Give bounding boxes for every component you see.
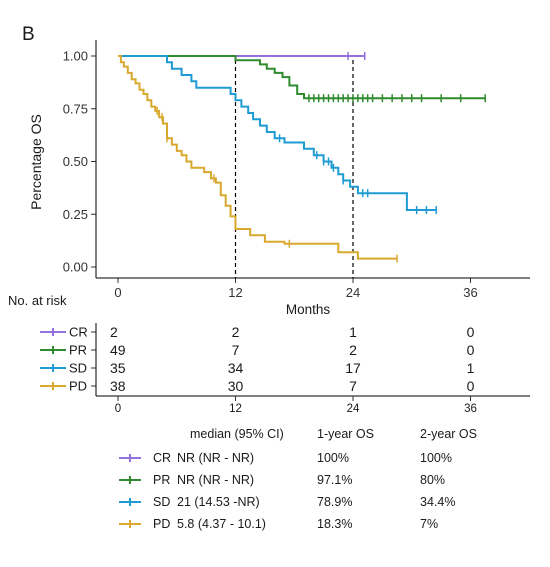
risk-group-label: PD [69, 379, 87, 394]
risk-x-tick-label: 12 [229, 403, 242, 415]
summary-cell-os2: 100% [420, 451, 452, 465]
summary-cell-os1: 100% [317, 451, 349, 465]
risk-group-label: SD [69, 361, 87, 376]
x-tick-label: 0 [114, 285, 121, 300]
summary-cell-os1: 78.9% [317, 495, 352, 509]
risk-count: 7 [349, 378, 357, 394]
summary-row-sd: SD 21 (14.53 -NR) 78.9% 34.4% [119, 495, 455, 509]
risk-count: 2 [349, 342, 357, 358]
risk-x-axis: 0 12 24 36 [115, 396, 477, 415]
summary-cell-median: 5.8 (4.37 - 10.1) [177, 517, 266, 531]
risk-count: 7 [232, 342, 240, 358]
summary-cell-median: NR (NR - NR) [177, 451, 254, 465]
risk-group-label: CR [69, 325, 88, 340]
x-axis: 0 12 24 36 [114, 278, 478, 300]
risk-count: 35 [110, 360, 126, 376]
summary-row-pr: PR NR (NR - NR) 97.1% 80% [119, 473, 445, 487]
summary-cell-os2: 7% [420, 517, 438, 531]
summary-cell-os2: 34.4% [420, 495, 455, 509]
summary-cell-group: SD [153, 495, 170, 509]
risk-count: 38 [110, 378, 126, 394]
summary-cell-os1: 18.3% [317, 517, 352, 531]
panel-label: B [22, 24, 35, 45]
x-tick-label: 36 [463, 285, 477, 300]
km-plot: Percentage OS 0.00 0.25 0.50 0.75 1.00 0 12 24… [28, 40, 530, 317]
reference-lines [234, 60, 354, 278]
summary-row-pd: PD 5.8 (4.37 - 10.1) 18.3% 7% [119, 517, 438, 531]
summary-row-cr: CR NR (NR - NR) 100% 100% [119, 451, 452, 465]
risk-table: No. at risk CR 2 2 1 0 PR 49 7 2 0 SD 35 34 17 1 PD 38 30… [8, 293, 530, 415]
y-axis: 0.00 0.25 0.50 0.75 1.00 [63, 49, 96, 275]
risk-table-title: No. at risk [8, 293, 67, 308]
risk-table-rows: CR 2 2 1 0 PR 49 7 2 0 SD 35 34 17 1 PD 38 30 7 0 [40, 324, 475, 394]
risk-count: 30 [228, 378, 244, 394]
risk-x-tick-label: 0 [115, 403, 121, 415]
y-tick-label: 0.75 [63, 101, 88, 116]
summary-cell-median: 21 (14.53 -NR) [177, 495, 260, 509]
summary-header-median: median (95% CI) [190, 427, 284, 441]
x-tick-label: 24 [346, 285, 360, 300]
risk-count: 34 [228, 360, 244, 376]
x-tick-label: 12 [228, 285, 242, 300]
summary-cell-group: PD [153, 517, 170, 531]
summary-cell-median: NR (NR - NR) [177, 473, 254, 487]
risk-x-tick-label: 24 [347, 403, 360, 415]
risk-count: 1 [349, 324, 357, 340]
risk-count: 1 [467, 360, 475, 376]
y-tick-label: 0.25 [63, 207, 88, 222]
y-tick-label: 1.00 [63, 49, 88, 64]
summary-cell-os1: 97.1% [317, 473, 352, 487]
risk-count: 2 [110, 324, 118, 340]
y-axis-label: Percentage OS [28, 114, 44, 210]
x-axis-label: Months [286, 302, 331, 317]
risk-row-cr: CR 2 2 1 0 [40, 324, 475, 340]
risk-count: 2 [232, 324, 240, 340]
summary-rows: CR NR (NR - NR) 100% 100% PR NR (NR - NR) 97.1… [119, 451, 455, 531]
risk-count: 0 [467, 324, 475, 340]
summary-header-os2: 2-year OS [420, 427, 477, 441]
summary-cell-group: PR [153, 473, 170, 487]
risk-count: 0 [467, 378, 475, 394]
risk-group-label: PR [69, 343, 87, 358]
risk-x-tick-label: 36 [464, 403, 477, 415]
y-tick-label: 0.00 [63, 260, 88, 275]
risk-row-pr: PR 49 7 2 0 [40, 342, 475, 358]
summary-table: median (95% CI) 1-year OS 2-year OS CR NR… [119, 427, 477, 531]
risk-count: 49 [110, 342, 126, 358]
curve-pd [118, 55, 398, 260]
summary-header-os1: 1-year OS [317, 427, 374, 441]
curve-sd [118, 55, 437, 211]
risk-count: 17 [345, 360, 361, 376]
y-tick-label: 0.50 [63, 154, 88, 169]
risk-count: 0 [467, 342, 475, 358]
risk-row-sd: SD 35 34 17 1 [40, 360, 475, 376]
summary-cell-os2: 80% [420, 473, 445, 487]
survival-curves [118, 52, 486, 263]
summary-cell-group: CR [153, 451, 171, 465]
curve-pr [118, 55, 486, 100]
risk-row-pd: PD 38 30 7 0 [40, 378, 475, 394]
